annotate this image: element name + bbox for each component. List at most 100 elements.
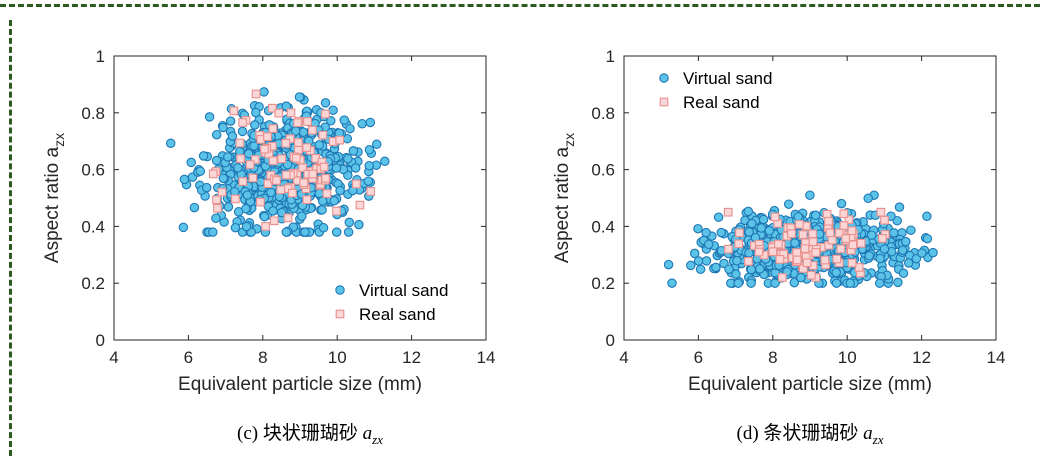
data-point xyxy=(792,255,802,265)
data-point xyxy=(343,227,354,237)
data-point xyxy=(701,227,711,238)
x-tick-label: 6 xyxy=(694,348,703,367)
data-point xyxy=(811,248,821,257)
data-point xyxy=(283,213,293,223)
y-tick-label: 0.6 xyxy=(591,161,615,180)
data-point xyxy=(320,98,331,108)
x-axis-label: Equivalent particle size (mm) xyxy=(688,374,932,395)
data-point xyxy=(747,218,757,229)
data-point xyxy=(713,212,724,222)
data-point xyxy=(291,153,301,163)
data-point xyxy=(744,227,754,237)
data-point xyxy=(281,138,291,148)
data-point xyxy=(211,155,222,166)
x-tick-label: 14 xyxy=(987,348,1006,367)
data-point xyxy=(364,160,374,171)
data-point xyxy=(231,194,240,204)
data-point xyxy=(208,227,218,237)
data-point xyxy=(238,177,248,186)
x-tick-label: 12 xyxy=(402,348,421,367)
legend-marker-real-sand xyxy=(659,97,669,107)
data-point xyxy=(308,169,318,179)
data-point xyxy=(770,278,780,288)
data-point xyxy=(223,152,233,162)
data-point xyxy=(335,185,345,196)
x-tick-label: 4 xyxy=(619,348,628,367)
y-tick-label: 1 xyxy=(606,47,615,66)
data-point xyxy=(355,200,365,210)
data-point xyxy=(783,199,794,209)
legend-label: Real sand xyxy=(359,305,436,324)
data-point xyxy=(345,123,355,134)
caption-c-var: a xyxy=(362,423,373,444)
data-point xyxy=(703,239,714,250)
data-point xyxy=(366,187,376,196)
data-point xyxy=(303,117,312,126)
axes-box xyxy=(113,55,487,341)
data-point xyxy=(363,176,374,186)
data-point xyxy=(365,117,376,128)
data-point xyxy=(928,247,938,258)
data-point xyxy=(245,160,255,169)
data-point xyxy=(274,108,284,118)
data-point xyxy=(800,244,810,253)
x-tick-label: 8 xyxy=(768,348,777,367)
chart-panel-d: 4 6 8 10 12 14 0 0.2 0.4 0.6 0.8 1 Equivalent partic… xyxy=(552,47,1005,395)
data-point xyxy=(746,264,757,275)
data-point xyxy=(178,222,189,233)
data-point xyxy=(218,122,228,133)
data-point xyxy=(223,202,234,212)
data-point xyxy=(225,116,236,126)
data-point xyxy=(774,239,783,249)
data-point xyxy=(208,169,218,179)
data-point xyxy=(848,240,858,250)
data-point xyxy=(777,273,787,282)
data-point xyxy=(195,166,206,176)
data-point xyxy=(260,144,269,154)
x-axis-label: Equivalent particle size (mm) xyxy=(178,374,422,395)
legend-marker-real-sand xyxy=(335,309,345,319)
data-point xyxy=(701,256,712,266)
data-point xyxy=(298,127,309,137)
legend-label: Virtual sand xyxy=(359,281,448,300)
data-point xyxy=(856,238,866,248)
legend-marker-virtual-sand xyxy=(335,285,345,295)
data-point xyxy=(732,256,742,266)
data-point xyxy=(321,173,330,183)
data-point xyxy=(259,87,269,97)
data-point xyxy=(235,138,245,148)
data-point xyxy=(863,193,873,204)
data-point xyxy=(663,259,674,270)
y-tick-label: 0 xyxy=(96,331,105,350)
data-point xyxy=(735,228,744,238)
y-axis-label-main: Aspect ratio a xyxy=(552,146,573,263)
data-point xyxy=(179,174,190,185)
data-point xyxy=(251,107,261,118)
data-point xyxy=(894,202,905,212)
data-point xyxy=(343,154,353,164)
x-tick-label: 12 xyxy=(912,348,931,367)
data-point xyxy=(364,145,375,155)
data-point xyxy=(724,244,733,254)
data-point xyxy=(266,187,276,198)
data-point xyxy=(326,116,336,126)
data-point xyxy=(897,245,908,255)
data-point xyxy=(256,197,265,207)
data-point xyxy=(844,215,854,225)
data-point xyxy=(298,163,307,173)
axes-box xyxy=(623,55,997,341)
data-point xyxy=(796,272,806,283)
caption-c: (c) 块状珊瑚砂 azx xyxy=(100,418,520,448)
y-tick-label: 0.2 xyxy=(81,274,105,293)
data-point xyxy=(302,143,312,152)
y-axis-label-sub: zx xyxy=(561,133,577,147)
data-point xyxy=(845,278,855,288)
data-point xyxy=(917,248,927,258)
data-point xyxy=(686,260,696,271)
data-point xyxy=(832,254,842,264)
data-point xyxy=(808,229,817,239)
data-point xyxy=(300,227,310,237)
data-point xyxy=(903,258,914,268)
data-point xyxy=(281,101,292,111)
data-point xyxy=(249,141,259,151)
